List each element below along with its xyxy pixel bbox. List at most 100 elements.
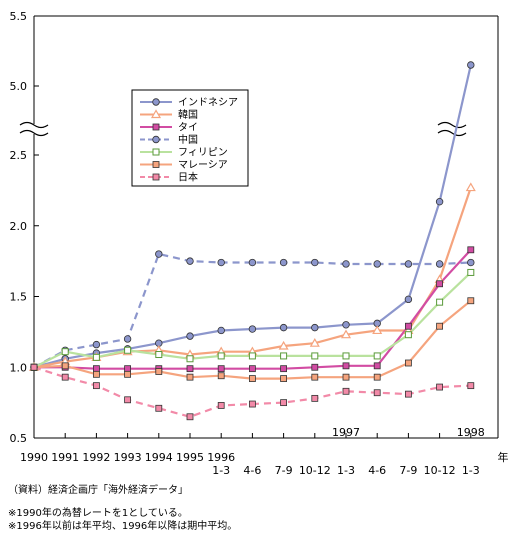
- y-tick-label: 0.5: [10, 432, 28, 445]
- data-point: [311, 352, 319, 360]
- x-tick-label: 1992: [82, 451, 110, 464]
- data-point: [61, 362, 69, 370]
- data-point: [340, 329, 352, 339]
- data-point: [93, 365, 100, 373]
- footnote-base-year: ※1990年の為替レートを1としている。: [8, 508, 188, 519]
- data-point: [152, 98, 160, 106]
- series-markers: [28, 61, 476, 421]
- x-tick-label: 1997: [332, 426, 360, 439]
- y-tick-label: 5.0: [10, 80, 28, 93]
- data-point: [311, 373, 319, 381]
- legend-item: マレーシア: [140, 160, 228, 171]
- data-point: [342, 387, 350, 395]
- data-point: [155, 250, 163, 258]
- series-line-0: [33, 64, 472, 369]
- data-point: [467, 382, 475, 390]
- data-point: [248, 365, 256, 373]
- data-point: [404, 322, 412, 330]
- data-point: [372, 325, 383, 335]
- data-point: [248, 325, 257, 333]
- data-point: [309, 337, 320, 347]
- data-point: [93, 370, 100, 378]
- data-point: [404, 260, 413, 268]
- source-note: （資料）経済企画庁「海外経済データ」: [8, 485, 188, 496]
- series-line-1: [33, 187, 472, 369]
- x-tick-label: 1990: [20, 451, 48, 464]
- data-point: [342, 373, 350, 381]
- data-point: [311, 323, 319, 332]
- data-point: [217, 365, 225, 373]
- data-point: [217, 402, 225, 409]
- x-tick-label: 1998: [457, 426, 485, 439]
- data-point: [92, 340, 101, 349]
- legend-label: インドネシア: [178, 97, 238, 109]
- data-point: [373, 362, 381, 370]
- data-point: [248, 375, 256, 382]
- data-point: [436, 280, 444, 288]
- data-point: [186, 413, 194, 421]
- data-point: [152, 161, 160, 168]
- data-point: [436, 383, 444, 391]
- data-point: [280, 365, 288, 373]
- x-tick-label: 1991: [51, 451, 79, 464]
- data-point: [279, 258, 288, 267]
- data-point: [311, 363, 319, 371]
- data-point: [155, 404, 163, 412]
- data-point: [404, 390, 412, 398]
- x-tick-label: 1993: [114, 451, 142, 464]
- data-point: [150, 109, 162, 119]
- legend-label: 韓国: [178, 109, 198, 121]
- data-point: [278, 340, 289, 350]
- data-point: [217, 352, 225, 360]
- data-point: [124, 396, 131, 404]
- data-point: [311, 258, 319, 267]
- data-point: [152, 123, 160, 131]
- legend-label: 中国: [178, 133, 198, 146]
- data-point: [467, 268, 475, 276]
- data-point: [248, 400, 256, 408]
- data-point: [248, 352, 256, 360]
- x-axis-label: 年: [498, 450, 509, 464]
- data-point: [467, 258, 475, 267]
- x-tick-label: 1994: [145, 451, 173, 464]
- data-point: [373, 373, 381, 381]
- data-point: [436, 322, 444, 330]
- data-point: [467, 246, 475, 254]
- y-tick-label: 1.0: [10, 361, 28, 374]
- data-point: [373, 260, 381, 268]
- legend-label: タイ: [178, 122, 198, 134]
- legend-item: インドネシア: [140, 97, 238, 109]
- data-point: [155, 351, 163, 359]
- data-point: [373, 352, 381, 360]
- x-tick-label: 4-6: [243, 464, 261, 477]
- legend-box: [131, 89, 249, 187]
- legend-item: フィリピン: [140, 147, 228, 159]
- data-point: [342, 352, 350, 360]
- data-point: [404, 331, 412, 339]
- data-point: [342, 321, 350, 329]
- data-point: [217, 326, 225, 335]
- series-break: [437, 121, 467, 137]
- chart-axes: [19, 15, 499, 439]
- legend-item: 韓国: [140, 109, 198, 121]
- x-tick-label: 1-3: [212, 464, 230, 477]
- data-point: [186, 355, 194, 363]
- data-point: [152, 135, 160, 144]
- legend-item: タイ: [140, 122, 198, 134]
- y-tick-label: 1.5: [10, 291, 28, 304]
- legend-label: フィリピン: [178, 147, 228, 159]
- x-tick-label: 7-9: [399, 464, 417, 477]
- x-tick-label: 1996: [207, 451, 235, 464]
- data-point: [217, 372, 225, 380]
- x-tick-label: 7-9: [275, 464, 293, 477]
- data-point: [186, 373, 194, 381]
- data-point: [186, 257, 194, 265]
- data-point: [467, 297, 475, 305]
- data-point: [123, 335, 132, 343]
- data-point: [404, 295, 413, 304]
- x-tick-label: 10-12: [299, 464, 331, 477]
- legend-label: 日本: [178, 171, 198, 184]
- y-axis-break: [19, 121, 49, 137]
